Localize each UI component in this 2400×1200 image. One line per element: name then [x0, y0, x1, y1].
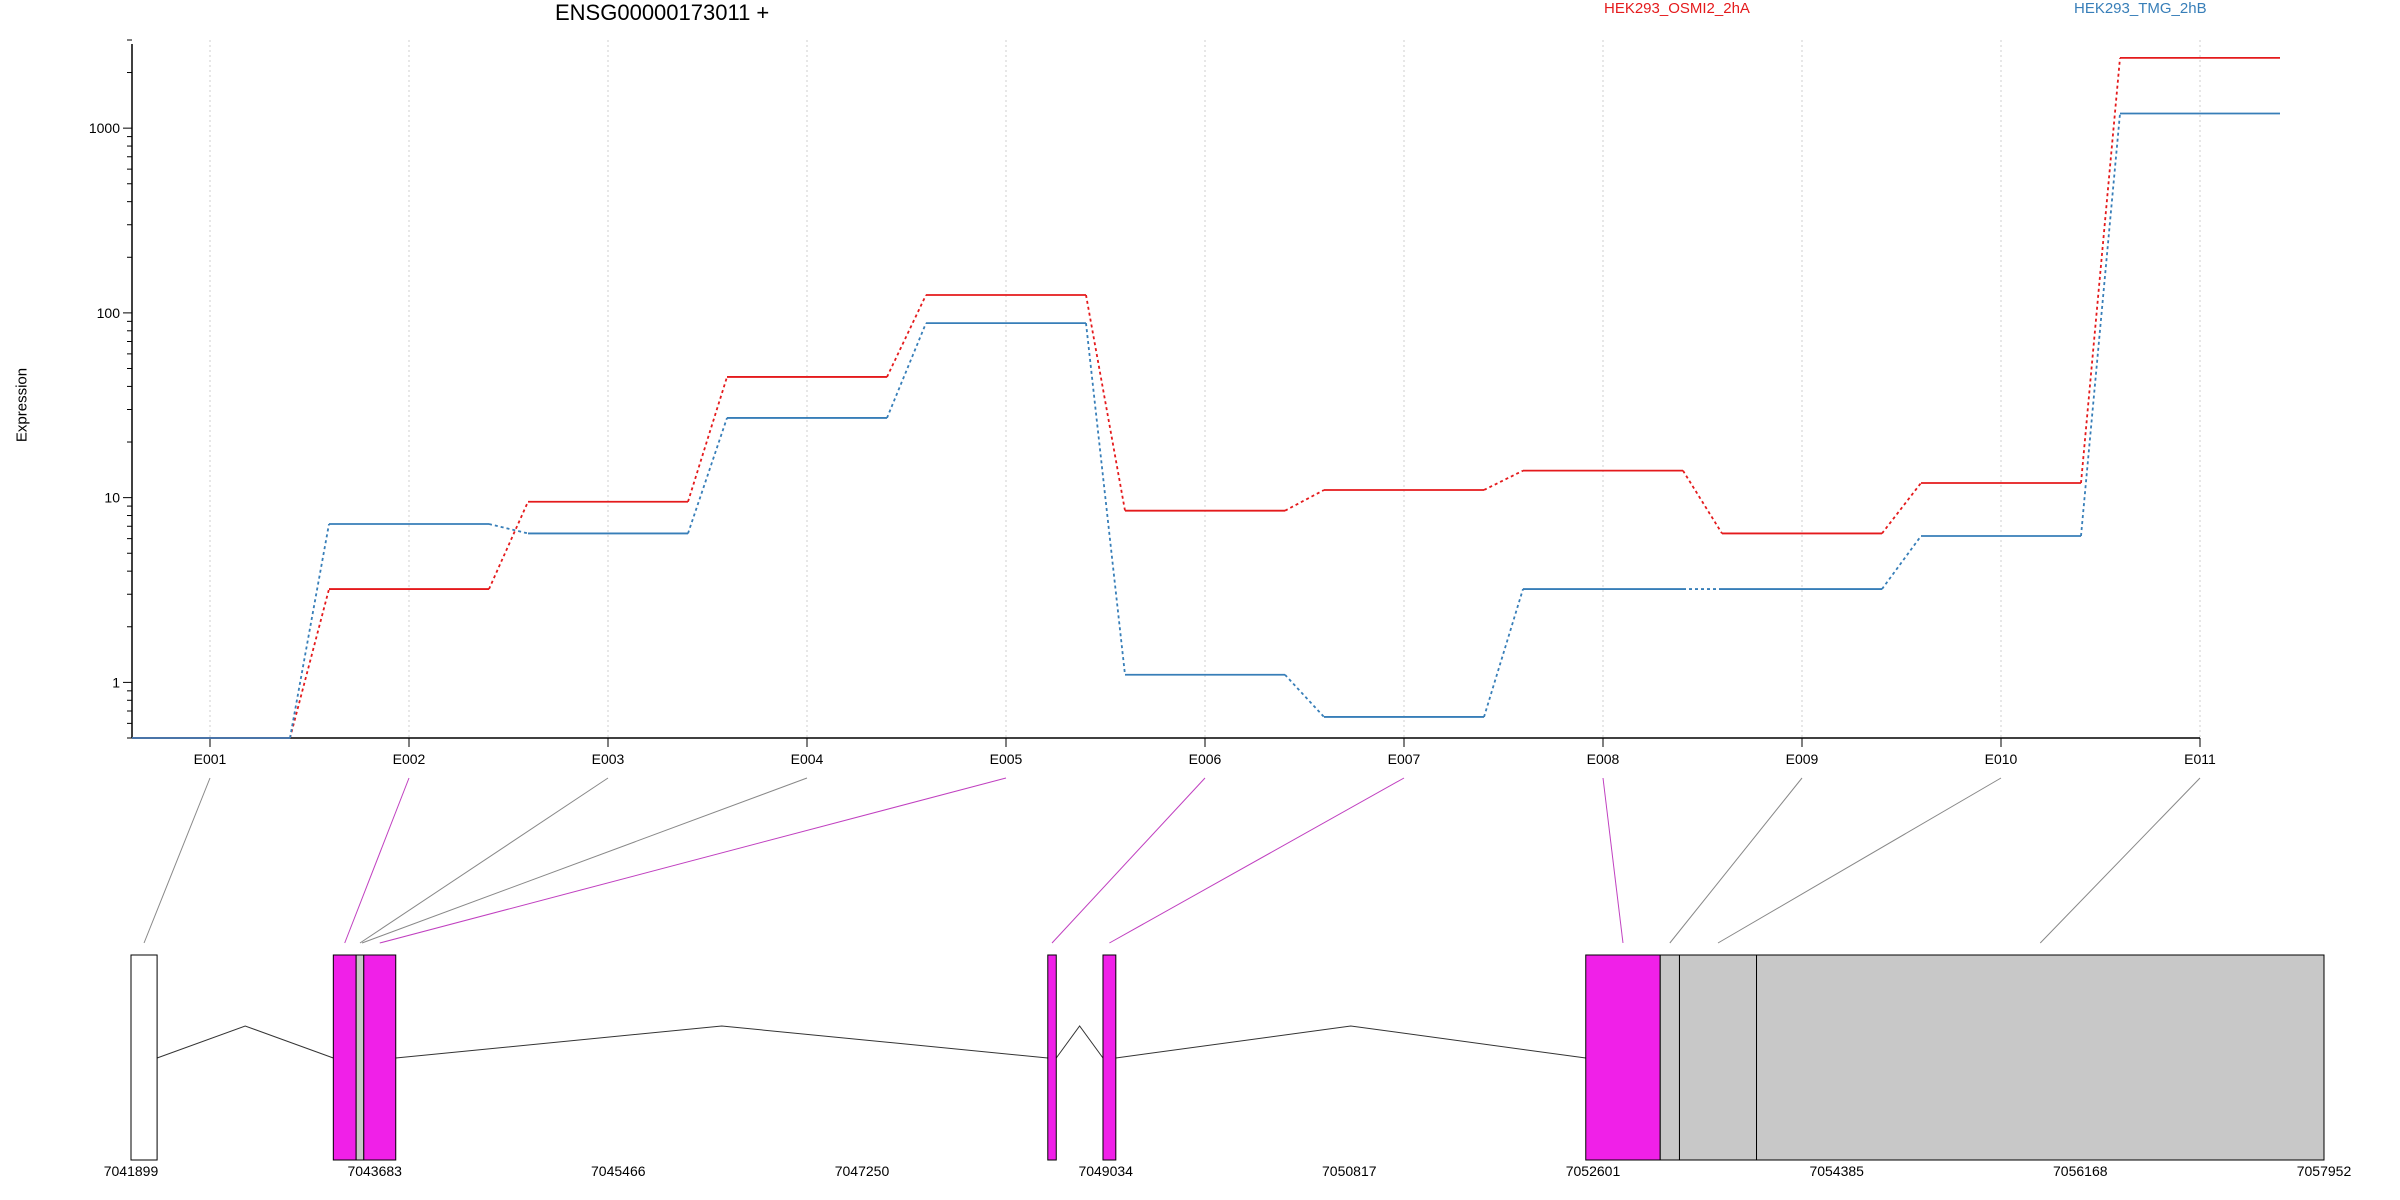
series-1-connector-7 — [1483, 469, 1524, 491]
x-tick-label-E010: E010 — [1985, 751, 2018, 767]
series-1-connector-3 — [687, 376, 728, 503]
series-1-connector-1 — [289, 588, 330, 739]
exon-block-E002 — [332, 954, 357, 1161]
exon-link-E004 — [361, 777, 808, 944]
exon-link-E001 — [143, 777, 211, 944]
genomic-coordinate-label: 7047250 — [835, 1163, 890, 1179]
series-1-connector-4 — [886, 294, 927, 378]
x-tick-label-E006: E006 — [1189, 751, 1222, 767]
series-2-connector-3 — [687, 417, 728, 534]
genomic-coordinate-label: 7050817 — [1322, 1163, 1377, 1179]
genomic-coordinate-label: 7052601 — [1566, 1163, 1621, 1179]
genomic-coordinate-label: 7043683 — [347, 1163, 402, 1179]
exon-block-E001 — [130, 954, 158, 1161]
exon-block-E011 — [1756, 954, 2325, 1161]
chart-title: ENSG00000173011 + — [555, 0, 770, 25]
y-tick-label: 10 — [104, 490, 120, 506]
exon-block-E005 — [363, 954, 397, 1161]
x-tick-label-E003: E003 — [592, 751, 625, 767]
x-tick-label-E011: E011 — [2184, 751, 2216, 767]
series-2-connector-9 — [1881, 535, 1922, 590]
series-1-connector-8 — [1682, 470, 1723, 534]
intron-line — [1115, 1025, 1586, 1059]
exon-link-E003 — [359, 777, 609, 944]
series-1-connector-10 — [2080, 57, 2121, 484]
exon-link-E011 — [2039, 777, 2201, 944]
series-2-connector-2 — [488, 523, 529, 535]
series-1-connector-9 — [1881, 482, 1922, 534]
genomic-coordinate-label: 7054385 — [1809, 1163, 1864, 1179]
intron-line — [395, 1025, 1048, 1059]
x-tick-label-E001: E001 — [194, 751, 227, 767]
series-1-connector-5 — [1085, 294, 1126, 511]
series-2-connector-7 — [1483, 588, 1524, 718]
exon-link-E009 — [1669, 777, 1803, 944]
exon-block-E009 — [1659, 954, 1680, 1161]
exon-block-E008 — [1585, 954, 1661, 1161]
genomic-coordinate-label: 7045466 — [591, 1163, 646, 1179]
series-2-connector-1 — [289, 523, 330, 739]
genomic-coordinate-label: 7041899 — [104, 1163, 159, 1179]
series-1-connector-2 — [488, 501, 529, 590]
intron-line — [1055, 1025, 1104, 1059]
exon-block-E003 — [355, 954, 365, 1161]
series-2-connector-6 — [1284, 674, 1325, 718]
genomic-coordinate-label: 7049034 — [1078, 1163, 1133, 1179]
y-tick-label: 1000 — [89, 120, 120, 136]
series-2-connector-4 — [886, 322, 927, 419]
exon-block-E006 — [1047, 954, 1057, 1161]
legend-entry-series-2: HEK293_TMG_2hB — [2074, 0, 2207, 17]
y-tick-label: 100 — [97, 305, 121, 321]
series-1-connector-6 — [1284, 489, 1325, 512]
x-tick-label-E007: E007 — [1388, 751, 1421, 767]
exon-link-E010 — [1717, 777, 2002, 944]
y-tick-label: 1 — [112, 674, 120, 690]
legend-entry-series-1: HEK293_OSMI2_2hA — [1604, 0, 1750, 17]
exon-link-E006 — [1051, 777, 1206, 944]
intron-line — [156, 1025, 334, 1059]
x-tick-label-E005: E005 — [990, 751, 1023, 767]
series-2-connector-5 — [1085, 323, 1126, 675]
genomic-coordinate-label: 7056168 — [2053, 1163, 2108, 1179]
exon-link-E008 — [1602, 777, 1624, 944]
exon-link-E002 — [344, 777, 410, 944]
exon-link-E005 — [379, 777, 1007, 944]
series-2-connector-10 — [2080, 113, 2121, 537]
exon-block-E010 — [1678, 954, 1758, 1161]
genomic-coordinate-label: 7057952 — [2297, 1163, 2352, 1179]
exon-link-E007 — [1109, 777, 1405, 944]
x-tick-label-E009: E009 — [1786, 751, 1819, 767]
x-tick-label-E008: E008 — [1587, 751, 1620, 767]
exon-block-E007 — [1102, 954, 1117, 1161]
x-tick-label-E004: E004 — [791, 751, 824, 767]
x-tick-label-E002: E002 — [393, 751, 426, 767]
